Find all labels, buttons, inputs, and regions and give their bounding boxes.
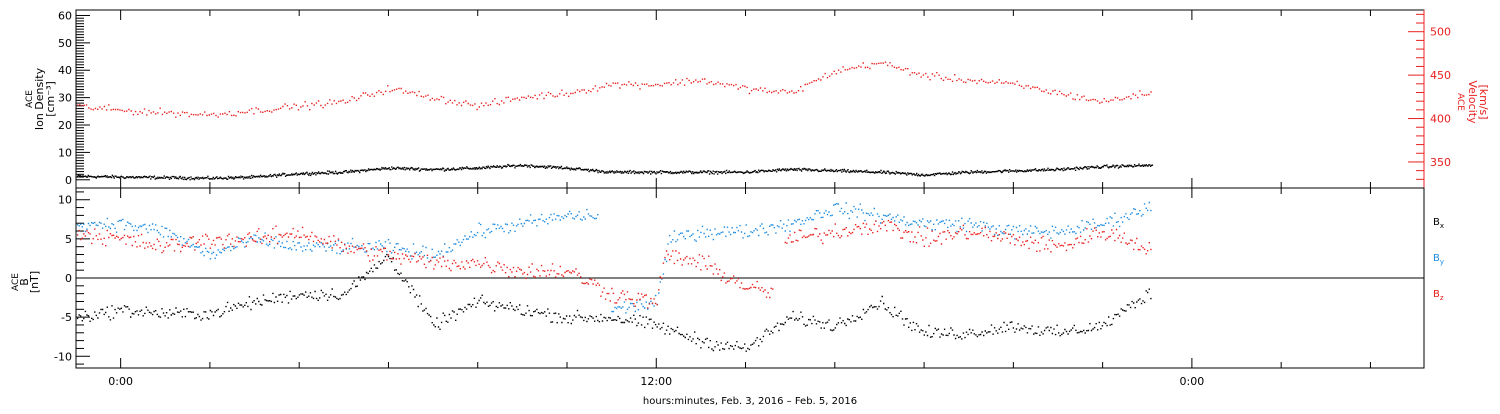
- velocity-tick-label: 500: [1430, 26, 1451, 39]
- b-label-line: [nT]: [28, 271, 41, 293]
- velocity-label-line: Velocity: [1466, 80, 1479, 124]
- b-label-line: B: [18, 278, 31, 286]
- bz-legend-label: Bz: [1433, 289, 1444, 302]
- density-tick-label: 60: [58, 9, 72, 22]
- velocity-axis-label: ACE Velocity[km/s]: [1455, 80, 1490, 124]
- x-tick-label: 12:00: [640, 375, 672, 388]
- x-axis: 0:00 12:00 0:00: [108, 10, 1371, 388]
- x-tick-label: 0:00: [1180, 375, 1205, 388]
- density-tick-label: 50: [58, 37, 72, 50]
- b-component-legend: Bx By Bz: [1433, 217, 1444, 302]
- density-tick-label: 20: [58, 119, 72, 132]
- bottom-left-axis: -10 -5 0 5 10: [54, 191, 90, 365]
- velocity-label-line: [km/s]: [1477, 84, 1490, 119]
- density-tick-label: 30: [58, 92, 72, 105]
- top-panel-frame: [75, 9, 1425, 189]
- density-tick-label: 40: [58, 64, 72, 77]
- bx-points: [76, 253, 1152, 352]
- top-left-axis: 0 10 20 30 40 50 60: [58, 9, 90, 187]
- b-tick-label: 5: [65, 233, 72, 246]
- bottom-data-points: [76, 201, 1152, 352]
- velocity-tick-label: 450: [1430, 69, 1451, 82]
- density-label-line: Ion Density: [33, 67, 46, 130]
- by-points: [76, 201, 1152, 314]
- x-tick-label: 0:00: [108, 375, 133, 388]
- bz-points: [76, 219, 1152, 309]
- by-legend-label: By: [1433, 253, 1444, 266]
- top-right-axis: 350 400 450 500: [1408, 10, 1451, 188]
- velocity-label-line: ACE: [1455, 93, 1465, 111]
- legend-subscript: z: [1440, 294, 1444, 302]
- b-label-line: ACE: [11, 273, 21, 291]
- density-label-line: ACE: [25, 90, 35, 108]
- b-tick-label: -5: [61, 311, 72, 324]
- velocity-tick-label: 400: [1430, 113, 1451, 126]
- density-label-line: [cm⁻³]: [44, 81, 57, 117]
- legend-subscript: x: [1440, 222, 1444, 230]
- top-data-points: [76, 61, 1154, 181]
- bx-legend-label: Bx: [1433, 217, 1444, 230]
- x-axis-title: hours:minutes, Feb. 3, 2016 – Feb. 5, 20…: [643, 396, 857, 407]
- velocity-points: [76, 61, 1152, 118]
- ion-density-points: [76, 163, 1154, 181]
- density-tick-label: 0: [65, 174, 72, 187]
- b-tick-label: 10: [58, 194, 72, 207]
- b-tick-label: 0: [65, 272, 72, 285]
- b-tick-label: -10: [54, 350, 72, 363]
- legend-subscript: y: [1440, 258, 1444, 266]
- density-tick-label: 10: [58, 146, 72, 159]
- velocity-tick-label: 350: [1430, 156, 1451, 169]
